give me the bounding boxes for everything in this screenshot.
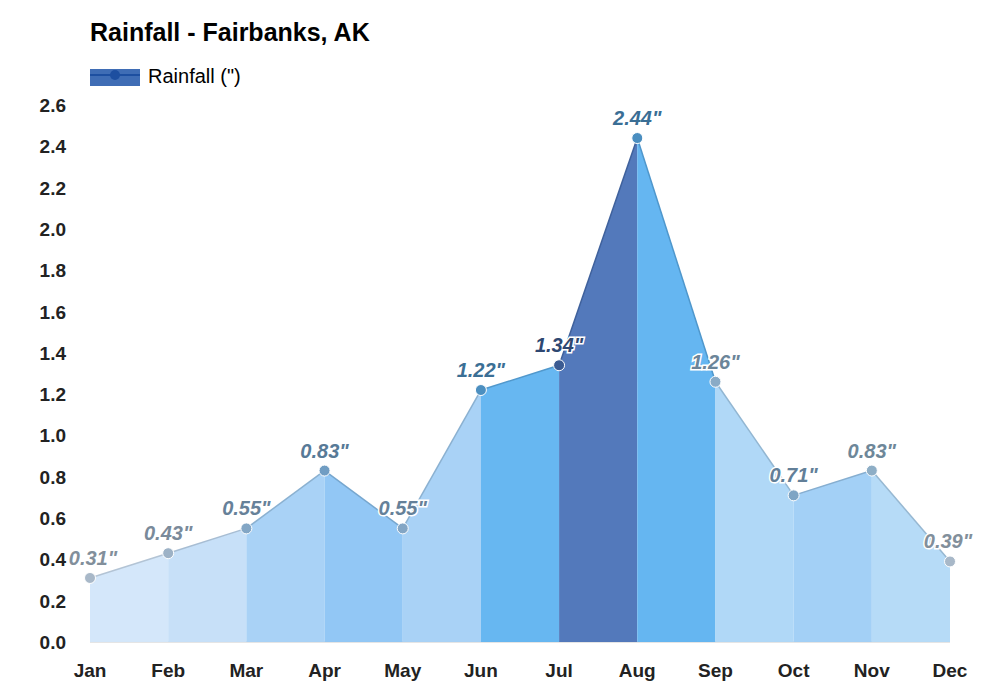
data-label: 1.22" (457, 359, 506, 381)
data-point (163, 548, 174, 559)
data-label: 0.71" (769, 464, 818, 486)
plot-area (85, 133, 956, 642)
y-tick-label: 2.0 (40, 219, 66, 240)
x-tick-label: Jan (74, 660, 107, 681)
y-tick-label: 1.8 (40, 260, 66, 281)
data-point (554, 360, 565, 371)
area-band (637, 138, 715, 642)
data-point (710, 376, 721, 387)
data-label: 1.26" (691, 351, 740, 373)
legend-label: Rainfall (") (148, 65, 241, 87)
y-tick-label: 1.4 (40, 343, 67, 364)
data-point (85, 572, 96, 583)
y-tick-label: 1.6 (40, 302, 66, 323)
y-tick-label: 1.2 (40, 384, 66, 405)
data-labels: 0.31" 0.43" 0.55" 0.83" 0.55" 1.22" 1.34" 2.44"… (69, 107, 973, 569)
y-tick-label: 0.4 (40, 549, 67, 570)
data-label: 2.44" (612, 107, 662, 129)
x-tick-label: Sep (698, 660, 733, 681)
y-tick-label: 0.2 (40, 591, 66, 612)
area-band (715, 382, 793, 642)
data-point (319, 465, 330, 476)
y-tick-label: 2.6 (40, 95, 66, 116)
area-band (559, 138, 637, 642)
chart: Rainfall - Fairbanks, AKRainfall (")0.00… (0, 0, 1000, 700)
x-tick-label: Oct (778, 660, 810, 681)
data-label: 0.39" (924, 530, 973, 552)
x-tick-label: Nov (854, 660, 890, 681)
area-band (168, 528, 246, 642)
data-label: 0.55" (379, 497, 428, 519)
data-point (632, 133, 643, 144)
title: Rainfall - Fairbanks, AK (90, 18, 370, 46)
area-band (794, 471, 872, 642)
data-point (788, 490, 799, 501)
data-point (866, 465, 877, 476)
legend: Rainfall (") (90, 65, 241, 87)
x-tick-label: Apr (308, 660, 341, 681)
data-label: 0.31" (69, 547, 118, 569)
x-tick-label: Aug (619, 660, 656, 681)
y-tick-label: 1.0 (40, 425, 66, 446)
data-label: 0.83" (300, 440, 349, 462)
area-band (872, 471, 950, 642)
x-tick-label: Dec (933, 660, 968, 681)
x-tick-label: May (384, 660, 421, 681)
x-tick-label: Mar (229, 660, 263, 681)
data-label: 1.34" (535, 334, 584, 356)
data-point (945, 556, 956, 567)
line-segment (637, 138, 715, 382)
data-point (397, 523, 408, 534)
data-label: 0.83" (848, 440, 897, 462)
line-segment (559, 138, 637, 365)
data-point (241, 523, 252, 534)
area-band (246, 471, 324, 642)
y-axis: 0.0 0.2 0.4 0.6 0.8 1.0 1.2 1.4 1.6 1.8 2.0 2.2 2.4 2… (40, 95, 67, 653)
y-tick-label: 2.2 (40, 178, 66, 199)
y-tick-label: 0.0 (40, 632, 66, 653)
data-point (475, 385, 486, 396)
x-tick-label: Jul (545, 660, 572, 681)
area-band (325, 471, 403, 642)
x-axis: Jan Feb Mar Apr May Jun Jul Aug Sep Oct Nov Dec (74, 642, 968, 681)
data-label: 0.55" (222, 497, 271, 519)
data-label: 0.43" (144, 522, 193, 544)
legend-swatch (90, 69, 140, 86)
area-band (481, 365, 559, 642)
y-tick-label: 0.8 (40, 467, 66, 488)
legend-marker (110, 70, 120, 80)
y-tick-label: 0.6 (40, 508, 66, 529)
x-tick-label: Jun (464, 660, 498, 681)
x-tick-label: Feb (151, 660, 185, 681)
y-tick-label: 2.4 (40, 136, 67, 157)
